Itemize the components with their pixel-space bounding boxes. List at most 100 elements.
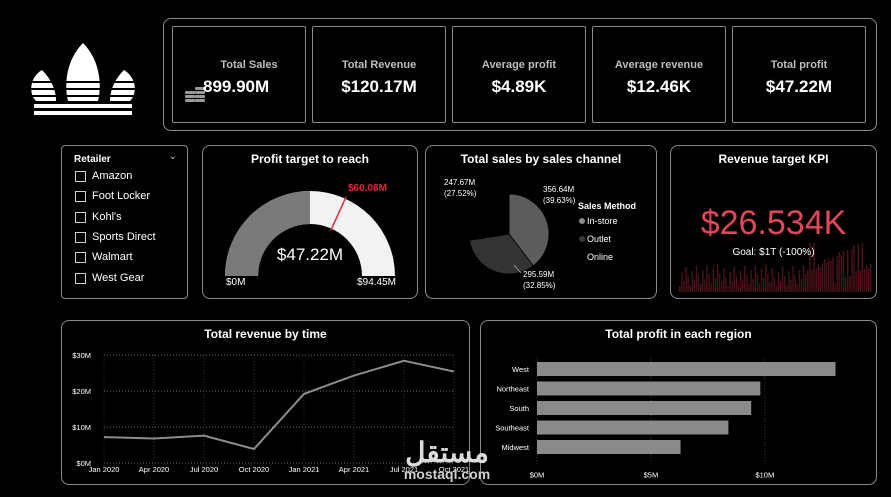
trend-bar (817, 264, 819, 292)
trend-bar (775, 286, 777, 292)
checkbox[interactable] (75, 211, 86, 223)
trend-bar (771, 268, 773, 292)
kpi-value: $26.534K (700, 204, 847, 242)
trend-bar (735, 276, 738, 292)
trend-bar (792, 266, 794, 292)
trend-bar (844, 277, 847, 292)
trend-bar (763, 278, 765, 292)
trend-bar (744, 266, 746, 292)
trend-bar (729, 272, 731, 292)
checkbox[interactable] (75, 190, 86, 202)
trend-bar (828, 258, 830, 292)
trend-bar (685, 267, 687, 292)
trend-bar (796, 284, 798, 292)
trend-bar (819, 267, 822, 292)
trend-bar (861, 243, 864, 292)
trend-bar (765, 264, 767, 292)
data-label: (39.63%) (543, 196, 576, 205)
trend-bar (679, 286, 681, 292)
slicer-item-sports-direct[interactable]: Sports Direct (75, 229, 156, 245)
slicer-item-label: West Gear (92, 272, 145, 284)
trend-bar (826, 262, 828, 292)
slicer-item-west-gear[interactable]: West Gear (75, 270, 144, 286)
legend-marker (579, 236, 585, 242)
trend-bar (737, 285, 740, 292)
card-title: Total profit in each region (605, 327, 752, 341)
slicer-item-walmart[interactable]: Walmart (75, 249, 133, 265)
kpi-label: Average revenue (614, 59, 704, 71)
data-label: (32.85%) (523, 281, 556, 290)
trend-bar (750, 270, 752, 292)
bar-southeast (537, 420, 729, 435)
bar-west (537, 362, 836, 376)
gauge-target-marker (330, 196, 347, 231)
trend-bar (784, 276, 786, 292)
watermark-latin: mostaql.com (403, 466, 491, 482)
slicer-item-label: Walmart (92, 251, 133, 263)
bar-northeast (537, 381, 761, 396)
checkbox[interactable] (75, 231, 86, 243)
slicer-item-label: Foot Locker (92, 190, 151, 202)
trend-bar (702, 270, 704, 292)
slicer-item-foot-locker[interactable]: Foot Locker (75, 188, 150, 204)
kpi-trend-background (679, 242, 872, 292)
slicer-item-label: Sports Direct (92, 231, 156, 243)
chevron-down-icon[interactable]: ⌄ (168, 151, 177, 162)
trend-bar (779, 281, 782, 292)
watermark-arabic: مستقل (405, 437, 489, 468)
card-title: Profit target to reach (250, 152, 370, 166)
x-tick-label: Oct 2021 (439, 465, 469, 474)
coins-icon (185, 87, 205, 102)
slicer-item-kohls[interactable]: Kohl's (75, 209, 122, 225)
slicer-item-amazon[interactable]: Amazon (75, 168, 132, 184)
kpi-total-profit: Total profit $47.22M (732, 26, 866, 123)
trend-bar (718, 273, 721, 292)
kpi-goal: Goal: $1T (-100%) (732, 247, 815, 258)
kpi-total-sales: Total Sales 899.90M (172, 26, 306, 123)
slicer-title: Retailer (74, 154, 111, 165)
data-label: 295.59M (523, 270, 554, 279)
trend-bar (733, 267, 735, 292)
slicer-item-label: Kohl's (92, 211, 122, 223)
card-title: Total revenue by time (204, 327, 327, 341)
trend-bar (851, 249, 853, 292)
checkbox[interactable] (75, 170, 86, 182)
y-tick-label: West (512, 365, 530, 374)
trend-bar (712, 269, 714, 292)
y-tick-label: $10M (72, 423, 91, 432)
line-chart: $0M $10M $20M $30M Jan 2020 Apr 2020 Jul 2020 O… (72, 351, 469, 474)
trend-bar (700, 284, 702, 292)
data-label: 356.64M (543, 185, 574, 194)
trend-bar (815, 268, 817, 292)
profit-by-region-card: Total profit in each region $0M $5M $10M We… (480, 320, 877, 485)
trend-bar (695, 266, 698, 292)
trend-bar (681, 272, 683, 292)
bar-midwest (537, 440, 681, 454)
trend-bar (708, 274, 710, 292)
trend-bar (714, 278, 717, 292)
trend-bar (809, 243, 811, 292)
trend-bar (773, 277, 775, 292)
trend-bar (781, 267, 784, 292)
x-tick-label: Jan 2021 (289, 465, 320, 474)
checkbox[interactable] (75, 251, 86, 263)
trend-bar (725, 277, 727, 292)
legend-title: Sales Method (578, 201, 636, 211)
kpi-label: Total profit (770, 59, 828, 71)
kpi-card-group: Total Sales 899.90M Total Revenue $120.1… (163, 18, 877, 131)
trend-bar (739, 271, 742, 292)
trend-bar (704, 279, 706, 292)
gauge-min-label: $0M (226, 277, 245, 288)
trend-bar (821, 263, 824, 292)
trend-bar (752, 279, 754, 292)
trend-bar (807, 270, 809, 292)
trend-bar (769, 282, 771, 292)
x-tick-label: Oct 2020 (239, 465, 269, 474)
trend-bar (853, 245, 855, 292)
trend-bar (813, 242, 815, 292)
legend-item: Online (587, 252, 613, 262)
gauge-max-label: $94.45M (357, 277, 396, 288)
kpi-value: $12.46K (626, 77, 692, 96)
checkbox[interactable] (75, 272, 86, 284)
trend-bar (727, 286, 729, 292)
